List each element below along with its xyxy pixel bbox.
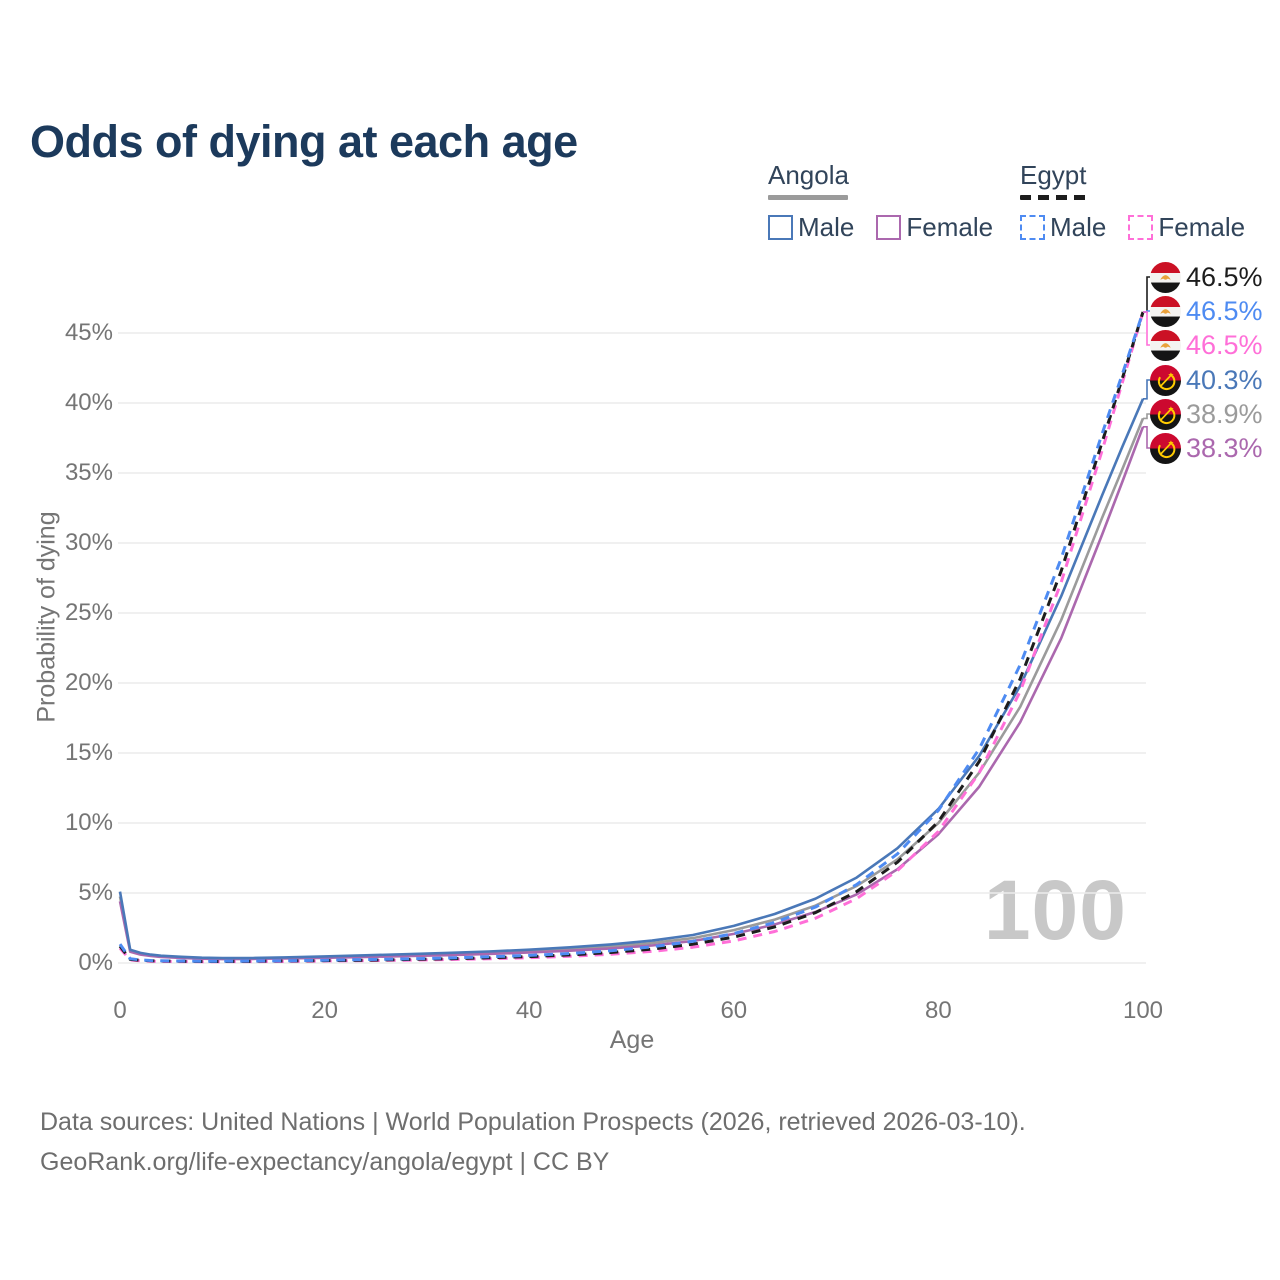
egypt-male-swatch-icon: [1020, 215, 1045, 240]
series-line-egypt-female[interactable]: [118, 311, 1145, 964]
end-label-value: 46.5%: [1186, 329, 1263, 360]
angola-flag-icon: [1150, 365, 1181, 396]
x-tick-label: 80: [925, 997, 952, 1024]
leader-line: [1143, 379, 1150, 400]
leader-line: [1143, 311, 1150, 346]
x-tick-label: 100: [1122, 997, 1164, 1024]
series-line-angola-total[interactable]: [118, 417, 1145, 960]
series-line-egypt-total[interactable]: [118, 311, 1145, 963]
source-line: Data sources: United Nations | World Pop…: [40, 1108, 1026, 1136]
y-tick-label: 30%: [64, 529, 113, 556]
chart-title: Odds of dying at each age: [30, 116, 578, 168]
legend-item-egypt-male[interactable]: Male: [1020, 212, 1106, 243]
legend-item-egypt-female[interactable]: Female: [1128, 212, 1245, 243]
series-line-angola-male[interactable]: [118, 398, 1145, 960]
angola-flag-icon: [1150, 433, 1181, 464]
leader-line: [1143, 276, 1150, 313]
legend-item-angola-female[interactable]: Female: [876, 212, 993, 243]
legend-label: Male: [798, 212, 855, 242]
x-tick-label: 20: [311, 997, 338, 1024]
legend-label: Male: [1050, 212, 1107, 242]
end-label-value: 46.5%: [1186, 261, 1263, 292]
y-tick-label: 25%: [64, 599, 113, 626]
leader-line: [1143, 426, 1150, 449]
end-label-value: 46.5%: [1186, 295, 1263, 326]
y-tick-label: 35%: [64, 459, 113, 486]
x-tick-label: 0: [113, 997, 127, 1024]
y-tick-label: 15%: [64, 739, 113, 766]
x-tick-label: 40: [515, 997, 543, 1024]
y-tick-label: 0%: [78, 949, 113, 976]
end-label-angola-female: 38.3%: [1150, 431, 1263, 465]
y-axis-title: Probability of dying: [32, 511, 61, 723]
leader-line: [1143, 413, 1150, 420]
angola-total-line-swatch: [768, 195, 848, 200]
y-tick-label: 40%: [64, 389, 113, 416]
legend-group-angola: Angola Male Female: [768, 160, 1015, 243]
y-tick-label: 45%: [64, 319, 113, 346]
x-axis-title: Age: [609, 1026, 655, 1054]
watermark-age-100: 100: [983, 863, 1127, 957]
y-tick-label: 20%: [64, 669, 113, 696]
legend-item-angola-male[interactable]: Male: [768, 212, 854, 243]
end-label-egypt-female: 46.5%: [1150, 328, 1263, 362]
legend-heading-egypt: Egypt: [1020, 160, 1087, 190]
angola-flag-icon: [1150, 399, 1181, 430]
end-label-value: 40.3%: [1186, 364, 1263, 395]
y-tick-label: 10%: [64, 809, 113, 836]
angola-male-swatch-icon: [768, 215, 793, 240]
source-attribution: Data sources: United Nations | World Pop…: [40, 1102, 1026, 1182]
end-label-angola-total: 38.9%: [1150, 397, 1263, 431]
series-line-egypt-male[interactable]: [118, 311, 1145, 963]
y-tick-label: 5%: [78, 879, 113, 906]
series-line-angola-female[interactable]: [118, 426, 1145, 961]
legend-heading-angola: Angola: [768, 160, 849, 190]
x-tick-label: 60: [720, 997, 748, 1024]
end-label-egypt-male: 46.5%: [1150, 294, 1263, 328]
egypt-flag-icon: [1150, 262, 1181, 293]
license-line: GeoRank.org/life-expectancy/angola/egypt…: [40, 1148, 610, 1176]
egypt-flag-icon: [1150, 330, 1181, 361]
end-label-value: 38.3%: [1186, 432, 1263, 463]
angola-female-swatch-icon: [876, 215, 902, 240]
legend-group-egypt: Egypt Male Female: [1020, 160, 1267, 243]
egypt-flag-icon: [1150, 296, 1181, 327]
end-label-angola-male: 40.3%: [1150, 363, 1263, 397]
egypt-female-swatch-icon: [1128, 215, 1154, 240]
legend-label: Female: [906, 212, 994, 242]
end-label-value: 38.9%: [1186, 398, 1263, 429]
end-label-egypt-total: 46.5%: [1150, 260, 1263, 294]
legend-label: Female: [1158, 212, 1246, 242]
egypt-total-line-swatch: [1020, 195, 1086, 200]
